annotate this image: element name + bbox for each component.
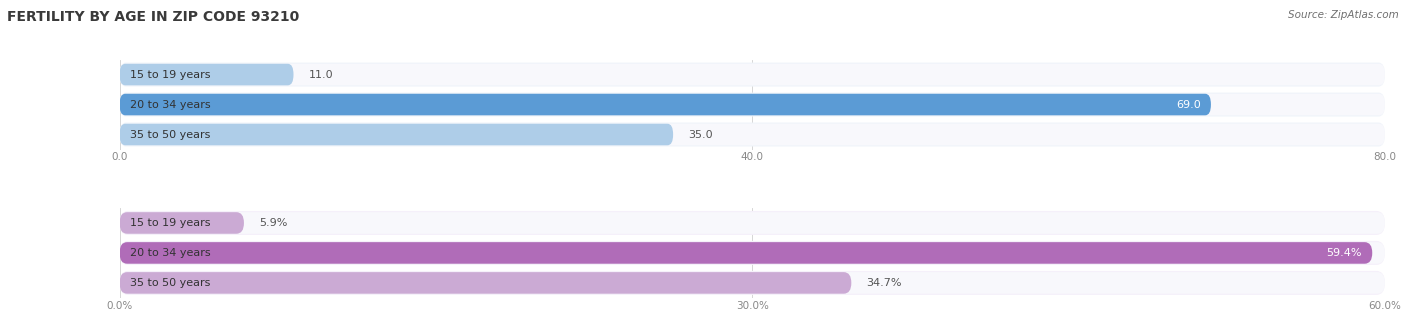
FancyBboxPatch shape <box>120 242 1372 264</box>
FancyBboxPatch shape <box>120 271 1385 295</box>
Text: 35.0: 35.0 <box>689 129 713 140</box>
FancyBboxPatch shape <box>120 122 1385 147</box>
FancyBboxPatch shape <box>120 124 1385 145</box>
Text: 15 to 19 years: 15 to 19 years <box>129 70 209 79</box>
FancyBboxPatch shape <box>120 94 1385 115</box>
Text: Source: ZipAtlas.com: Source: ZipAtlas.com <box>1288 10 1399 20</box>
Text: 35 to 50 years: 35 to 50 years <box>129 129 209 140</box>
FancyBboxPatch shape <box>120 64 294 85</box>
Text: 59.4%: 59.4% <box>1327 248 1362 258</box>
FancyBboxPatch shape <box>120 93 1385 117</box>
Text: 20 to 34 years: 20 to 34 years <box>129 248 211 258</box>
Text: 69.0: 69.0 <box>1175 100 1201 110</box>
FancyBboxPatch shape <box>120 211 1385 235</box>
FancyBboxPatch shape <box>120 212 245 234</box>
FancyBboxPatch shape <box>120 64 1385 85</box>
FancyBboxPatch shape <box>120 242 1385 264</box>
FancyBboxPatch shape <box>120 241 1385 265</box>
Text: 35 to 50 years: 35 to 50 years <box>129 278 209 288</box>
FancyBboxPatch shape <box>120 63 1385 87</box>
Text: 5.9%: 5.9% <box>259 218 287 228</box>
FancyBboxPatch shape <box>120 124 673 145</box>
Text: FERTILITY BY AGE IN ZIP CODE 93210: FERTILITY BY AGE IN ZIP CODE 93210 <box>7 10 299 24</box>
Text: 11.0: 11.0 <box>309 70 333 79</box>
Text: 34.7%: 34.7% <box>866 278 903 288</box>
FancyBboxPatch shape <box>120 272 1385 294</box>
FancyBboxPatch shape <box>120 212 1385 234</box>
FancyBboxPatch shape <box>120 272 852 294</box>
Text: 15 to 19 years: 15 to 19 years <box>129 218 209 228</box>
Text: 20 to 34 years: 20 to 34 years <box>129 100 211 110</box>
FancyBboxPatch shape <box>120 94 1211 115</box>
